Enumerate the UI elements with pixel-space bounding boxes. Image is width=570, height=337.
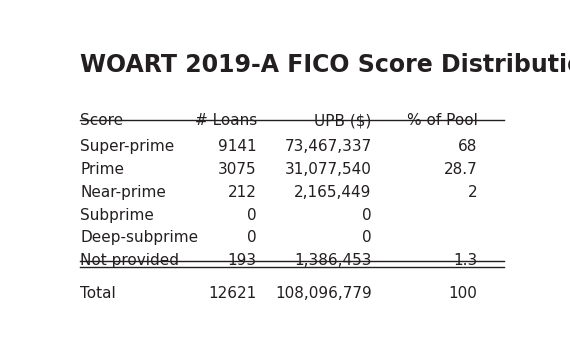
- Text: Score: Score: [80, 113, 123, 128]
- Text: UPB ($): UPB ($): [314, 113, 372, 128]
- Text: 0: 0: [247, 208, 256, 222]
- Text: 0: 0: [247, 231, 256, 245]
- Text: 0: 0: [362, 208, 372, 222]
- Text: 2: 2: [468, 185, 478, 200]
- Text: Super-prime: Super-prime: [80, 139, 174, 154]
- Text: 108,096,779: 108,096,779: [275, 286, 372, 301]
- Text: 1,386,453: 1,386,453: [294, 253, 372, 268]
- Text: 9141: 9141: [218, 139, 256, 154]
- Text: Prime: Prime: [80, 162, 124, 177]
- Text: 12621: 12621: [209, 286, 256, 301]
- Text: 193: 193: [227, 253, 256, 268]
- Text: 73,467,337: 73,467,337: [284, 139, 372, 154]
- Text: 212: 212: [228, 185, 256, 200]
- Text: 68: 68: [458, 139, 478, 154]
- Text: 3075: 3075: [218, 162, 256, 177]
- Text: WOART 2019-A FICO Score Distribution: WOART 2019-A FICO Score Distribution: [80, 53, 570, 78]
- Text: 28.7: 28.7: [444, 162, 478, 177]
- Text: 0: 0: [362, 231, 372, 245]
- Text: Subprime: Subprime: [80, 208, 154, 222]
- Text: 100: 100: [449, 286, 478, 301]
- Text: 2,165,449: 2,165,449: [294, 185, 372, 200]
- Text: Near-prime: Near-prime: [80, 185, 166, 200]
- Text: Not provided: Not provided: [80, 253, 179, 268]
- Text: Total: Total: [80, 286, 116, 301]
- Text: # Loans: # Loans: [194, 113, 256, 128]
- Text: 1.3: 1.3: [453, 253, 478, 268]
- Text: 31,077,540: 31,077,540: [285, 162, 372, 177]
- Text: Deep-subprime: Deep-subprime: [80, 231, 198, 245]
- Text: % of Pool: % of Pool: [407, 113, 478, 128]
